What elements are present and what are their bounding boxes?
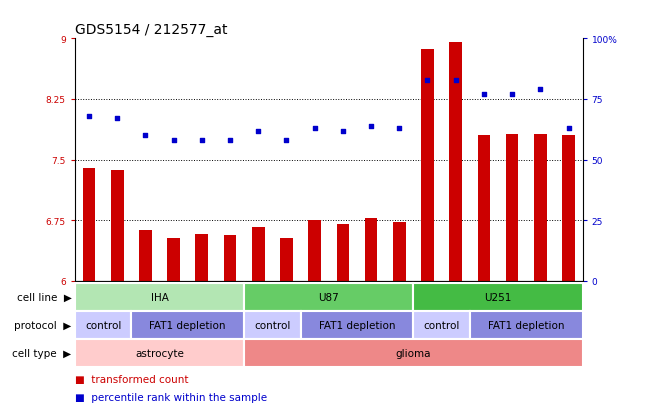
Text: FAT1 depletion: FAT1 depletion xyxy=(150,320,226,330)
Point xyxy=(112,116,122,122)
Text: astrocyte: astrocyte xyxy=(135,349,184,358)
Bar xyxy=(252,227,264,281)
Bar xyxy=(449,43,462,281)
Text: control: control xyxy=(85,320,121,330)
Point xyxy=(394,126,404,132)
Point xyxy=(169,138,179,144)
Text: cell type  ▶: cell type ▶ xyxy=(12,349,72,358)
Bar xyxy=(111,171,124,281)
Point xyxy=(253,128,264,135)
Bar xyxy=(506,134,518,281)
Bar xyxy=(244,283,413,311)
Bar xyxy=(470,311,583,339)
Bar xyxy=(224,235,236,281)
Bar xyxy=(478,136,490,281)
Bar xyxy=(413,311,470,339)
Bar xyxy=(75,283,244,311)
Point xyxy=(422,77,433,84)
Text: FAT1 depletion: FAT1 depletion xyxy=(488,320,564,330)
Bar xyxy=(309,221,321,281)
Text: ■  transformed count: ■ transformed count xyxy=(75,374,188,384)
Text: control: control xyxy=(254,320,290,330)
Point xyxy=(478,92,489,98)
Text: IHA: IHA xyxy=(150,292,169,302)
Point xyxy=(338,128,348,135)
Text: U87: U87 xyxy=(318,292,339,302)
Bar xyxy=(195,235,208,281)
Bar xyxy=(167,238,180,281)
Point xyxy=(507,92,518,98)
Text: GDS5154 / 212577_at: GDS5154 / 212577_at xyxy=(75,23,227,37)
Bar xyxy=(244,339,583,368)
Bar xyxy=(393,222,406,281)
Text: FAT1 depletion: FAT1 depletion xyxy=(319,320,395,330)
Bar xyxy=(244,311,301,339)
Bar xyxy=(280,238,293,281)
Text: protocol  ▶: protocol ▶ xyxy=(14,320,72,330)
Bar xyxy=(534,134,547,281)
Point xyxy=(197,138,207,144)
Bar xyxy=(365,218,378,281)
Bar xyxy=(139,230,152,281)
Bar xyxy=(421,50,434,281)
Point xyxy=(281,138,292,144)
Bar xyxy=(75,339,244,368)
Point xyxy=(140,133,150,139)
Point xyxy=(225,138,235,144)
Point xyxy=(309,126,320,132)
Bar xyxy=(337,225,349,281)
Bar xyxy=(301,311,413,339)
Text: glioma: glioma xyxy=(396,349,431,358)
Bar xyxy=(562,136,575,281)
Point xyxy=(84,114,94,120)
Bar xyxy=(413,283,583,311)
Point xyxy=(535,87,546,93)
Point xyxy=(366,123,376,130)
Bar xyxy=(132,311,244,339)
Bar xyxy=(75,311,132,339)
Text: control: control xyxy=(423,320,460,330)
Text: U251: U251 xyxy=(484,292,512,302)
Text: cell line  ▶: cell line ▶ xyxy=(17,292,72,302)
Point xyxy=(450,77,461,84)
Point xyxy=(563,126,574,132)
Text: ■  percentile rank within the sample: ■ percentile rank within the sample xyxy=(75,392,267,402)
Bar xyxy=(83,169,95,281)
